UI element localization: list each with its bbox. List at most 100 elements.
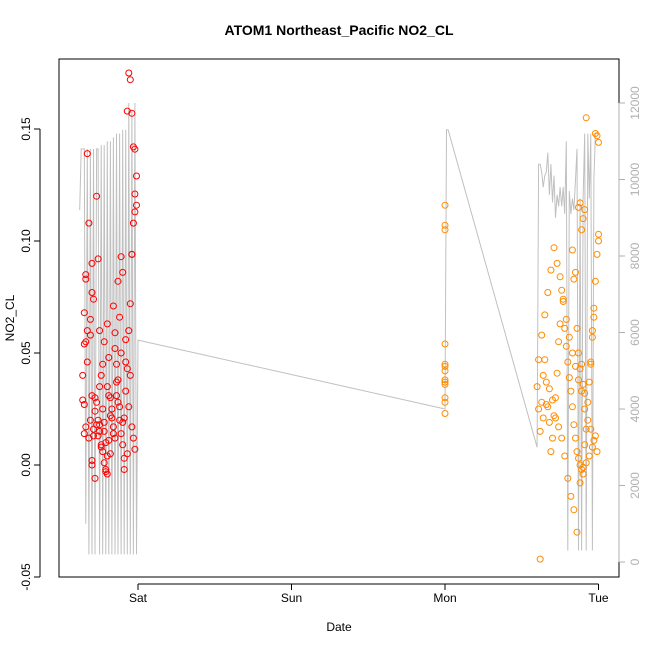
data-point-series-1 — [125, 69, 133, 77]
data-point-series-1 — [126, 300, 134, 308]
data-point-series-1 — [102, 466, 110, 473]
data-point-series-1 — [97, 371, 105, 379]
data-point-series-2 — [541, 311, 549, 319]
data-point-series-1 — [100, 427, 108, 435]
right-tick-label: 4000 — [628, 395, 642, 422]
data-point-series-1 — [106, 450, 114, 458]
x-tick-label: Sat — [129, 591, 148, 605]
data-point-series-1 — [88, 289, 96, 296]
data-point-series-2 — [536, 555, 544, 563]
right-tick-label: 2000 — [628, 472, 642, 499]
right-tick-label: 10000 — [628, 162, 642, 196]
data-point-series-1 — [86, 331, 94, 339]
data-point-series-1 — [122, 387, 130, 395]
data-point-series-2 — [556, 320, 564, 328]
data-point-series-1 — [82, 275, 90, 283]
data-point-series-1 — [128, 423, 136, 431]
data-point-series-1 — [97, 441, 105, 449]
data-point-series-2 — [593, 132, 601, 140]
data-point-series-2 — [587, 358, 595, 366]
x-tick-label: Tue — [588, 591, 609, 605]
data-point-series-1 — [133, 201, 140, 209]
data-point-series-2 — [558, 286, 566, 294]
chart-title: ATOM1 Northeast_Pacific NO2_CL — [225, 22, 454, 38]
data-point-series-1 — [82, 271, 90, 279]
data-point-series-1 — [91, 394, 99, 402]
data-point-series-2 — [572, 434, 579, 442]
data-point-series-2 — [584, 416, 592, 424]
data-point-series-2 — [561, 452, 569, 460]
data-point-series-2 — [547, 266, 555, 274]
data-point-series-1 — [96, 427, 104, 435]
data-point-series-1 — [122, 358, 130, 366]
right-tick-label: 8000 — [628, 242, 642, 269]
data-point-series-1 — [125, 403, 133, 411]
data-point-series-1 — [99, 405, 107, 413]
data-point-series-1 — [79, 371, 87, 379]
data-point-series-1 — [88, 457, 96, 464]
data-point-series-2 — [575, 376, 582, 384]
data-point-series-1 — [113, 392, 120, 400]
data-point-series-1 — [117, 253, 125, 261]
data-point-series-1 — [99, 448, 107, 456]
data-point-series-1 — [102, 468, 110, 476]
data-point-series-1 — [100, 459, 108, 467]
data-point-series-2 — [582, 425, 590, 433]
data-point-series-1 — [96, 327, 104, 335]
data-point-series-1 — [80, 430, 88, 438]
data-point-series-1 — [93, 192, 101, 200]
data-point-series-1 — [117, 349, 125, 357]
data-point-series-1 — [116, 403, 124, 411]
data-point-series-2 — [590, 436, 598, 444]
data-point-series-1 — [86, 416, 94, 424]
altitude-series — [79, 102, 599, 555]
data-point-series-2 — [576, 365, 584, 373]
data-point-series-1 — [103, 383, 111, 391]
data-point-series-1 — [109, 423, 117, 431]
x-axis: Sat Sun Mon Tue — [129, 583, 609, 605]
data-point-series-1 — [106, 394, 114, 402]
data-point-series-2 — [595, 138, 602, 146]
right-tick-label: 6000 — [628, 319, 642, 346]
data-point-series-2 — [573, 528, 581, 536]
data-point-series-2 — [441, 394, 449, 402]
data-point-series-1 — [83, 358, 91, 366]
data-point-series-2 — [565, 333, 573, 341]
data-point-series-1 — [114, 376, 122, 384]
data-point-series-2 — [441, 380, 449, 388]
data-point-series-2 — [575, 454, 582, 462]
data-point-series-2 — [441, 410, 449, 417]
data-point-series-2 — [533, 383, 541, 391]
right-tick-label: 0 — [628, 558, 642, 565]
data-point-series-2 — [539, 371, 547, 379]
left-tick-label: 0.15 — [19, 117, 33, 141]
data-point-series-2 — [535, 405, 543, 413]
data-point-series-1 — [126, 371, 134, 379]
data-point-series-2 — [591, 130, 599, 137]
data-point-series-2 — [588, 333, 596, 341]
data-point-series-2 — [535, 356, 543, 364]
data-point-series-2 — [562, 315, 570, 323]
left-tick-label: 0.00 — [19, 453, 33, 477]
data-point-series-1 — [122, 336, 130, 344]
data-point-series-2 — [545, 385, 553, 393]
data-point-series-2 — [581, 441, 589, 449]
data-point-series-2 — [559, 295, 567, 303]
data-point-series-2 — [570, 275, 578, 283]
data-point-series-1 — [93, 398, 101, 406]
data-point-series-1 — [99, 360, 107, 368]
data-point-series-2 — [590, 304, 598, 312]
data-point-series-1 — [133, 172, 140, 180]
data-point-series-1 — [94, 432, 102, 440]
data-point-series-1 — [80, 340, 88, 348]
data-point-series-2 — [561, 324, 569, 332]
data-point-series-2 — [441, 221, 449, 229]
data-point-series-2 — [441, 376, 449, 384]
data-point-series-1 — [85, 219, 93, 227]
data-point-series-1 — [119, 268, 127, 276]
data-point-series-2 — [581, 389, 589, 397]
data-point-series-2 — [579, 215, 587, 223]
left-tick-label: 0.05 — [19, 341, 33, 365]
data-point-series-2 — [581, 206, 589, 214]
